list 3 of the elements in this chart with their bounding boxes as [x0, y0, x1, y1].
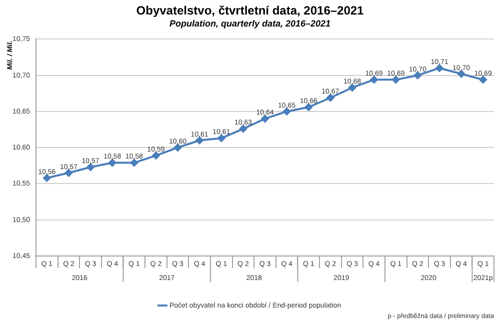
chart-title: Obyvatelstvo, čtvrtletní data, 2016–2021: [136, 4, 364, 18]
chart-subtitle: Population, quarterly data, 2016–2021: [169, 18, 331, 28]
point: [239, 125, 247, 133]
